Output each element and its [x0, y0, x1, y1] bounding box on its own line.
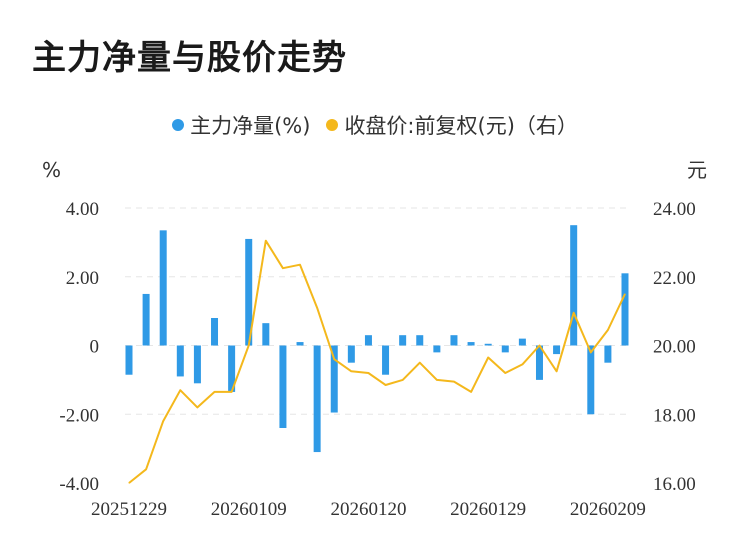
close-price-point — [248, 345, 250, 346]
bar-main-net — [399, 335, 407, 346]
close-price-point — [573, 312, 575, 314]
close-price-point — [299, 264, 301, 266]
bar-main-net — [262, 323, 270, 346]
close-price-point — [179, 389, 181, 391]
bar-main-net — [245, 238, 253, 346]
bar-main-net — [313, 345, 321, 453]
left-axis-tick-label: 4.00 — [66, 199, 99, 220]
line-series — [128, 239, 626, 484]
close-price-point — [214, 391, 216, 393]
right-axis-tick-label: 18.00 — [653, 405, 696, 426]
x-axis-tick-label: 20260109 — [211, 499, 287, 520]
close-price-point — [487, 357, 489, 359]
left-axis-tick-label: 2.00 — [66, 268, 99, 289]
close-price-point — [436, 379, 438, 381]
bar-main-net — [553, 345, 561, 355]
bar-main-net — [347, 345, 355, 363]
bar-main-net — [587, 345, 595, 415]
bar-main-net — [433, 345, 441, 353]
bar-main-net — [535, 345, 543, 380]
close-price-point — [607, 329, 609, 331]
bar-main-net — [142, 293, 150, 346]
bar-main-net — [176, 345, 184, 377]
bar-main-net — [501, 345, 509, 353]
right-axis-unit: 元 — [687, 158, 707, 182]
right-axis-tick-label: 16.00 — [653, 474, 696, 495]
bar-main-net — [364, 335, 372, 346]
close-price-point — [231, 391, 233, 393]
close-price-point — [316, 307, 318, 309]
bar-series — [125, 225, 629, 453]
close-price-point — [128, 482, 130, 484]
bar-main-net — [211, 318, 219, 346]
right-axis-tick-label: 24.00 — [653, 199, 696, 220]
bar-main-net — [279, 345, 287, 428]
legend-label-main-net: 主力净量(%) — [190, 114, 311, 138]
close-price-point — [470, 391, 472, 393]
bar-main-net — [382, 345, 390, 375]
bar-main-net — [193, 345, 201, 384]
close-price-point — [145, 468, 147, 470]
bar-main-net — [450, 335, 458, 346]
x-axis-tick-label: 20251229 — [91, 499, 167, 520]
x-axis-tick-label: 20260209 — [570, 499, 646, 520]
close-price-point — [453, 381, 455, 383]
bar-main-net — [125, 345, 133, 375]
bar-main-net — [228, 345, 236, 392]
close-price-point — [504, 372, 506, 374]
bar-main-net — [570, 225, 578, 346]
bar-main-net — [416, 335, 424, 346]
legend-item-close-price[interactable]: 收盘价:前复权(元)（右） — [326, 110, 578, 140]
x-axis-tick-label: 20260120 — [330, 499, 406, 520]
close-price-point — [282, 267, 284, 269]
left-axis-unit: % — [42, 158, 61, 182]
left-axis-tick-label: 0 — [90, 337, 100, 358]
bar-main-net — [621, 273, 629, 346]
close-price-point — [196, 406, 198, 408]
close-price-point — [402, 379, 404, 381]
bar-main-net — [518, 338, 526, 346]
x-axis-tick-label: 20260129 — [450, 499, 526, 520]
bar-main-net — [467, 342, 475, 346]
close-price-point — [590, 351, 592, 353]
close-price-point — [265, 240, 267, 242]
left-axis-tick-label: -2.00 — [59, 405, 99, 426]
right-axis-tick-label: 20.00 — [653, 337, 696, 358]
bar-main-net — [484, 343, 492, 346]
legend-label-close-price: 收盘价:前复权(元)（右） — [344, 114, 578, 138]
bar-main-net — [296, 342, 304, 346]
close-price-point — [556, 370, 558, 372]
axes: % 元 4.00 24.00 2.00 22.00 0 20.00 -2.00 18.00 -4… — [42, 158, 707, 520]
bar-main-net — [330, 345, 338, 413]
close-price-point — [350, 370, 352, 372]
legend-dot-bar-icon — [172, 119, 185, 131]
close-price-point — [538, 345, 540, 346]
page-title: 主力净量与股价走势 — [32, 38, 347, 78]
legend-dot-line-icon — [326, 119, 339, 131]
left-axis-tick-label: -4.00 — [59, 474, 99, 495]
right-axis-tick-label: 22.00 — [653, 268, 696, 289]
close-price-line — [128, 239, 626, 484]
grid-lines — [125, 207, 628, 415]
close-price-point — [521, 363, 523, 365]
legend: 主力净量(%) 收盘价:前复权(元)（右） — [0, 110, 750, 140]
close-price-point — [385, 384, 387, 386]
legend-item-main-net[interactable]: 主力净量(%) — [172, 110, 310, 140]
bar-main-net — [604, 345, 612, 363]
close-price-point — [333, 358, 335, 360]
close-price-point — [162, 420, 164, 422]
close-price-point — [624, 293, 626, 295]
bar-main-net — [159, 230, 167, 346]
close-price-point — [367, 372, 369, 374]
close-price-point — [419, 362, 421, 364]
